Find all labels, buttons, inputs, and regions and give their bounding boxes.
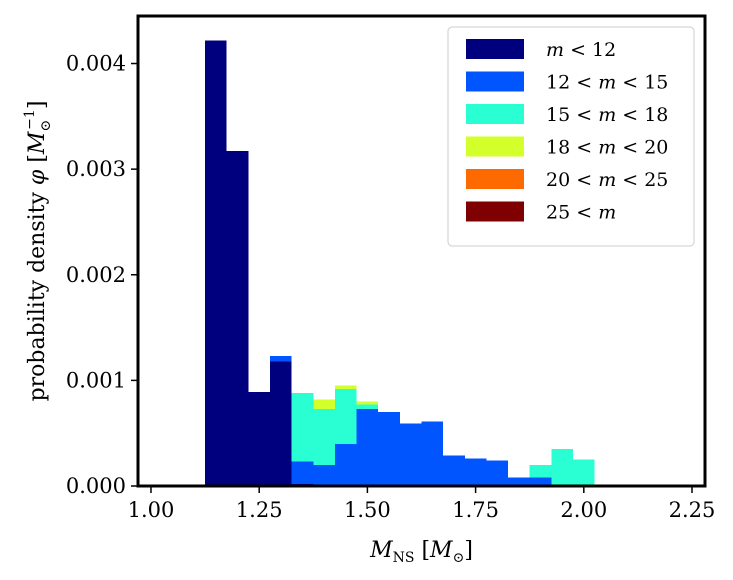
- bar-12-lt-m-lt-15-bin-9: [399, 423, 422, 486]
- y-tick-label: 0.001: [66, 368, 126, 392]
- legend-label-15-lt-m-lt-18: 15 < m < 18: [546, 104, 668, 126]
- bar-15-lt-m-lt-18-bin-6: [334, 388, 357, 444]
- x-axis-ticks: 1.00 1.25 1.50 1.75 2.00 2.25: [128, 486, 716, 522]
- bar-15-lt-m-lt-18-bin-15: [529, 464, 552, 478]
- bar-12-lt-m-lt-15-bin-4: [291, 461, 314, 484]
- legend: m < 12 12 < m < 15 15 < m < 18 18 < m < 20 2…: [447, 26, 695, 247]
- bar-12-lt-m-lt-15-bin-14: [508, 477, 530, 486]
- legend-swatch-12-lt-m-lt-15: [466, 71, 524, 92]
- legend-label-m-lt-12: m < 12: [546, 39, 616, 61]
- bar-18-lt-m-lt-20-bin-6: [334, 385, 357, 389]
- x-tick-label: 2.00: [560, 498, 607, 522]
- axes-frame: [136, 14, 707, 488]
- bar-12-lt-m-lt-15-bin-15: [529, 477, 552, 486]
- bar-15-lt-m-lt-18-bin-5: [313, 408, 335, 465]
- bar-m-lt-12-bin-3: [270, 361, 292, 486]
- y-axis-label: probability density φ [M⊙−1]: [22, 101, 54, 402]
- y-tick-label: 0.000: [66, 474, 126, 498]
- bar-15-lt-m-lt-18-bin-7: [356, 404, 379, 409]
- legend-label-12-lt-m-lt-15: 12 < m < 15: [546, 72, 668, 94]
- bar-12-lt-m-lt-15-bin-3: [270, 356, 292, 362]
- legend-swatch-m-lt-12: [466, 39, 524, 59]
- bars-layer: [205, 40, 595, 486]
- bar-12-lt-m-lt-15-bin-8: [378, 412, 400, 486]
- bar-m-lt-12-bin-1: [226, 151, 249, 486]
- legend-swatch-25-lt-m: [466, 201, 524, 222]
- bar-12-lt-m-lt-15-bin-5: [313, 464, 335, 486]
- bar-12-lt-m-lt-15-bin-7: [356, 408, 379, 486]
- bar-12-lt-m-lt-15-bin-10: [421, 421, 444, 486]
- legend-swatch-18-lt-m-lt-20: [466, 136, 524, 157]
- legend-label-18-lt-m-lt-20: 18 < m < 20: [546, 137, 668, 159]
- legend-label-25-lt-m: 25 < m: [546, 202, 616, 224]
- x-tick-label: 1.75: [452, 498, 499, 522]
- y-tick-label: 0.003: [66, 157, 126, 181]
- bar-12-lt-m-lt-15-bin-11: [443, 455, 465, 486]
- bar-18-lt-m-lt-20-bin-5: [313, 399, 335, 409]
- x-axis-label: MNS [M⊙]: [369, 538, 473, 566]
- axis-labels: MNS [M⊙] probability density φ [M⊙−1]: [22, 101, 473, 566]
- bar-m-lt-12-bin-2: [248, 392, 271, 486]
- legend-swatch-20-lt-m-lt-25: [466, 169, 524, 189]
- bar-18-lt-m-lt-20-bin-7: [356, 401, 379, 405]
- y-tick-label: 0.004: [66, 52, 126, 76]
- legend-swatch-15-lt-m-lt-18: [466, 104, 524, 124]
- bar-12-lt-m-lt-15-bin-6: [334, 443, 357, 486]
- bar-15-lt-m-lt-18-bin-17: [572, 459, 595, 486]
- y-tick-label: 0.002: [66, 263, 126, 287]
- legend-label-20-lt-m-lt-25: 20 < m < 25: [546, 169, 668, 191]
- bar-12-lt-m-lt-15-bin-13: [486, 460, 509, 486]
- bar-15-lt-m-lt-18-bin-4: [291, 393, 314, 462]
- x-tick-label: 1.25: [236, 498, 283, 522]
- x-tick-label: 1.00: [128, 498, 175, 522]
- bar-15-lt-m-lt-18-bin-16: [551, 449, 573, 485]
- bar-12-lt-m-lt-15-bin-12: [464, 458, 487, 486]
- bar-m-lt-12-bin-0: [205, 40, 227, 486]
- x-tick-label: 1.50: [344, 498, 391, 522]
- y-axis-ticks: 0.000 0.001 0.002 0.003 0.004: [66, 52, 138, 498]
- x-tick-label: 2.25: [669, 498, 716, 522]
- plot-frame: [136, 14, 707, 488]
